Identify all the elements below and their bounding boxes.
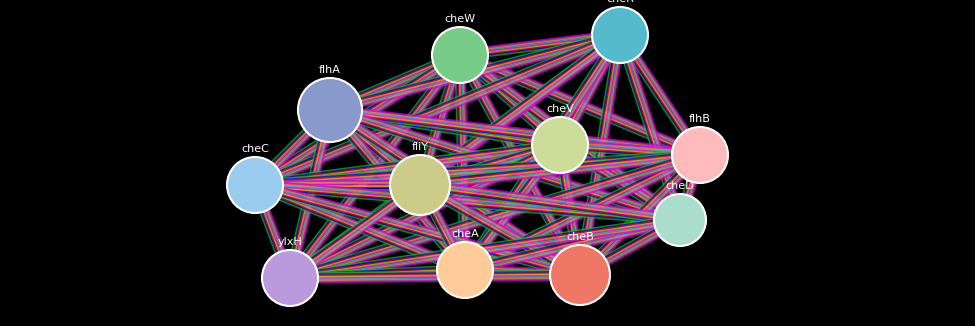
Circle shape <box>592 7 648 63</box>
Circle shape <box>298 78 362 142</box>
Text: cheR: cheR <box>606 0 634 4</box>
Circle shape <box>432 27 488 83</box>
Text: cheW: cheW <box>445 14 476 24</box>
Text: flhB: flhB <box>689 114 711 124</box>
Circle shape <box>262 250 318 306</box>
Circle shape <box>390 155 450 215</box>
Text: cheC: cheC <box>241 144 269 154</box>
Text: ylxH: ylxH <box>278 237 302 247</box>
Circle shape <box>532 117 588 173</box>
Circle shape <box>672 127 728 183</box>
Text: flhA: flhA <box>319 65 341 75</box>
Circle shape <box>550 245 610 305</box>
Text: cheD: cheD <box>666 181 694 191</box>
Circle shape <box>437 242 493 298</box>
Text: fliY: fliY <box>411 142 428 152</box>
Text: cheV: cheV <box>546 104 574 114</box>
Text: cheA: cheA <box>451 229 479 239</box>
Circle shape <box>227 157 283 213</box>
Text: cheB: cheB <box>566 232 594 242</box>
Circle shape <box>654 194 706 246</box>
